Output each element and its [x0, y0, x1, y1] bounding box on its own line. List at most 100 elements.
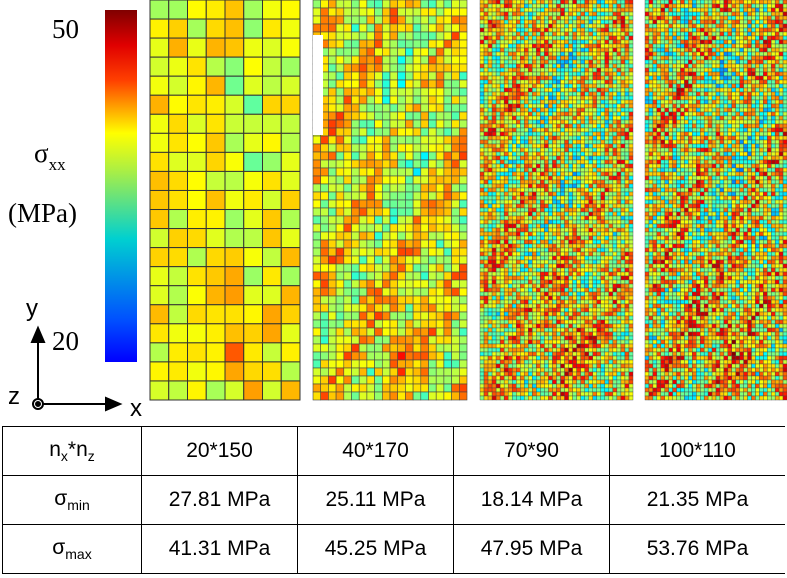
cell [312, 359, 321, 369]
cell [548, 275, 553, 281]
cell [536, 31, 541, 37]
cell [428, 311, 437, 321]
cell [483, 143, 489, 149]
cell [580, 43, 585, 49]
cell [548, 3, 553, 9]
cell [520, 91, 525, 97]
cell [366, 7, 375, 17]
cell [389, 143, 398, 153]
cell [548, 75, 553, 81]
cell [628, 131, 634, 137]
cell [616, 83, 622, 89]
cell [512, 115, 517, 121]
cell [576, 299, 581, 305]
cell [507, 191, 513, 197]
cell [205, 113, 226, 134]
cell [608, 227, 614, 233]
cell [540, 339, 545, 345]
cell [491, 43, 497, 49]
cell [491, 123, 497, 129]
cell [435, 111, 445, 121]
cell [512, 95, 517, 101]
cell [580, 231, 585, 237]
cell [487, 243, 493, 249]
cell [187, 37, 207, 58]
cell [612, 183, 618, 189]
cell [588, 131, 593, 137]
cell [580, 135, 585, 141]
cell [584, 91, 589, 97]
cell [624, 167, 630, 173]
cell [483, 55, 489, 61]
cell [584, 271, 589, 277]
cell [320, 367, 329, 377]
cell [524, 363, 529, 369]
cell [483, 91, 489, 97]
cell [620, 79, 626, 85]
cell [520, 395, 525, 401]
cell [243, 361, 263, 382]
cell [628, 115, 634, 121]
cell [495, 167, 501, 173]
cell [572, 395, 577, 401]
cell [604, 35, 610, 41]
cell [343, 87, 352, 97]
cell [552, 307, 557, 313]
cell [600, 351, 606, 357]
cell [552, 287, 557, 293]
cell [536, 155, 541, 161]
cell [516, 19, 521, 25]
cell [600, 191, 606, 197]
cell [443, 71, 452, 81]
cell [435, 199, 445, 209]
cell [600, 91, 606, 97]
cell [552, 227, 557, 233]
cell [580, 151, 585, 157]
cell [335, 87, 345, 97]
cell [435, 31, 445, 41]
cell [572, 187, 577, 193]
cell [616, 251, 622, 257]
cell [596, 3, 601, 9]
cell [604, 167, 610, 173]
cell [528, 395, 533, 401]
cell [168, 228, 188, 249]
cell [374, 71, 383, 81]
cell [499, 159, 505, 165]
cell [612, 107, 618, 113]
cell [503, 335, 509, 341]
cell [536, 347, 541, 353]
cell [604, 47, 610, 53]
cell [612, 339, 618, 345]
cell [588, 227, 593, 233]
cell [491, 27, 497, 33]
cell [548, 279, 553, 285]
cell [556, 215, 561, 221]
cell [556, 11, 561, 17]
cell [507, 155, 513, 161]
cell [552, 295, 557, 301]
cell [479, 255, 485, 261]
cell [540, 283, 545, 289]
cell [366, 367, 375, 377]
cell [280, 94, 301, 115]
cell [540, 287, 545, 293]
cell [389, 103, 398, 113]
cell [520, 271, 525, 277]
cell [374, 335, 383, 345]
cell [495, 319, 501, 325]
cell [374, 167, 383, 177]
cell [512, 239, 517, 245]
cell [568, 223, 573, 229]
cell [556, 15, 561, 21]
cell [588, 163, 593, 169]
cell [568, 311, 573, 317]
cell [503, 227, 509, 233]
cell [428, 79, 437, 89]
cell [420, 47, 429, 57]
cell [495, 123, 501, 129]
cell [608, 179, 614, 185]
cell [608, 19, 614, 25]
cell [624, 91, 630, 97]
cell [628, 367, 634, 373]
